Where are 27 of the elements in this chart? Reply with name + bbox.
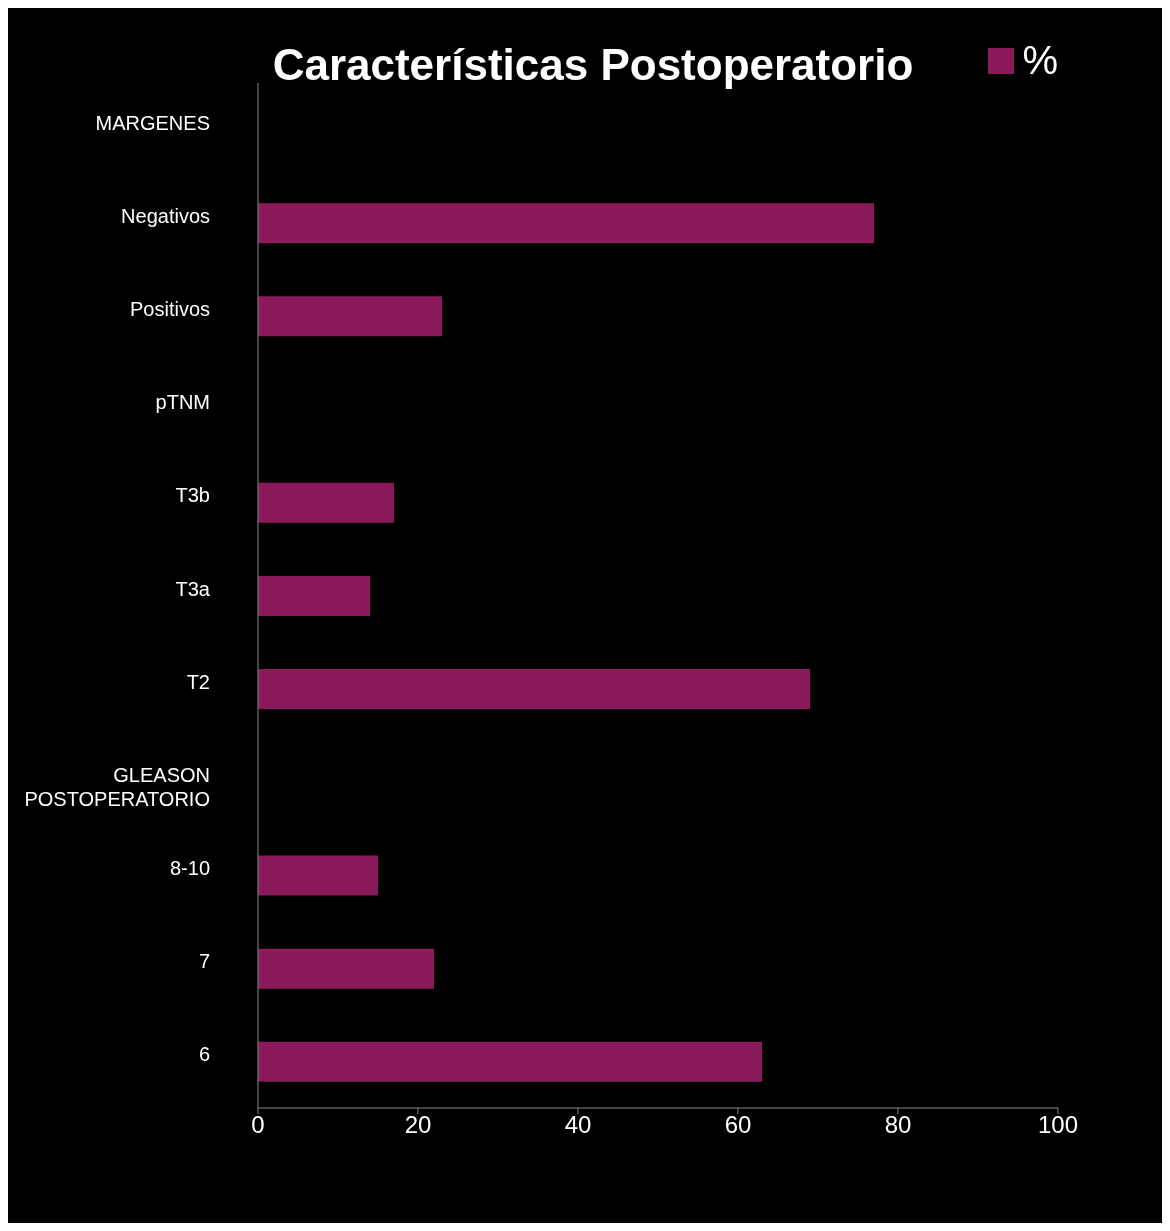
bar [258,669,810,710]
bar [258,575,370,616]
bar [258,855,378,896]
chart-title: Características Postoperatorio [272,40,914,89]
bar [258,948,434,989]
y-tick-label: T3a [175,577,211,600]
y-tick-label: Negativos [121,204,210,227]
x-tick-label: 40 [564,1111,592,1139]
y-tick-label: 7 [198,950,210,973]
bar [258,203,874,244]
bar [258,1041,762,1082]
y-tick-label: 8-10 [169,857,210,880]
x-tick-label: 0 [251,1111,265,1139]
y-tick-label: pTNM [155,391,210,414]
x-tick-label: 80 [884,1111,912,1139]
bar [258,296,442,337]
x-tick-label: 20 [404,1111,432,1139]
x-tick-label: 100 [1037,1111,1079,1139]
y-tick-label: Positivos [129,297,210,320]
y-tick-label: T2 [186,670,210,693]
bar [258,482,394,523]
y-tick-label: GLEASON POSTOPERATORIO [24,763,210,810]
y-tick-label: 6 [198,1043,210,1066]
y-tick-label: MARGENES [95,111,210,134]
x-tick-label: 60 [724,1111,752,1139]
y-tick-label: T3b [175,484,210,507]
legend-label: % [1021,38,1058,83]
